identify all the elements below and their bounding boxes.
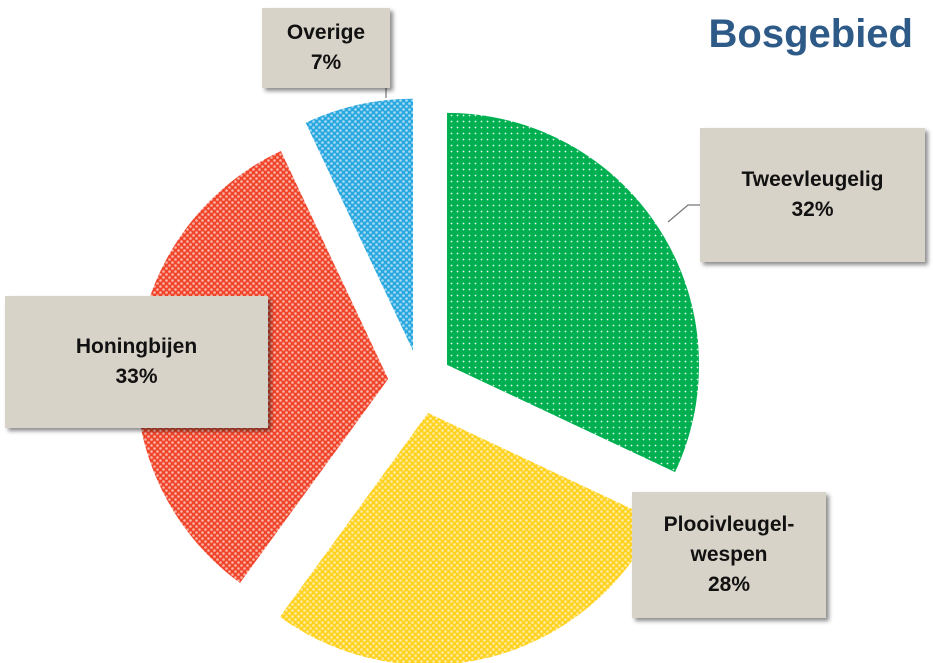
value-label: 28% xyxy=(707,573,751,596)
category-label: Overige xyxy=(286,21,366,44)
value-label: 32% xyxy=(791,198,834,221)
chart-title: Bosgebied xyxy=(708,12,913,56)
data-label: Honingbijen 33% xyxy=(5,296,268,428)
category-label: Plooivleugel-wespen xyxy=(663,513,795,566)
pie-slice xyxy=(305,98,414,351)
category-label: Tweevleugelig xyxy=(741,168,884,191)
leader-line xyxy=(667,204,700,223)
data-label: Tweevleugelig 32% xyxy=(700,128,925,262)
value-label: 33% xyxy=(115,365,158,388)
pie-slice xyxy=(279,412,656,663)
value-label: 7% xyxy=(310,51,342,74)
pie-slice xyxy=(447,112,700,473)
category-label: Honingbijen xyxy=(75,335,198,358)
data-label: Plooivleugel-wespen 28% xyxy=(632,492,826,618)
data-label: Overige 7% xyxy=(262,8,390,88)
